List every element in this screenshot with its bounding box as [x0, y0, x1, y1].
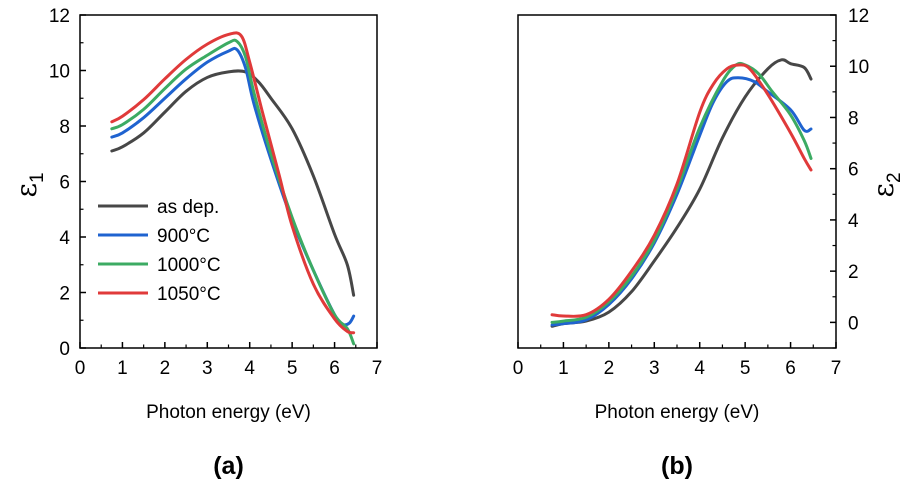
- y-tick-label: 8: [848, 108, 859, 129]
- panel-a-label: (a): [213, 452, 244, 480]
- legend-label: 900°C: [157, 226, 210, 247]
- panel-a-y-axis-subscript: 1: [27, 172, 48, 183]
- y-tick-label: 0: [59, 339, 70, 360]
- series-line-2: [550, 76, 813, 327]
- panel-b-y-axis-title: ε2: [867, 172, 905, 197]
- panel-b-label: (b): [661, 452, 693, 480]
- y-tick-label: 0: [848, 313, 859, 334]
- x-tick-label: 2: [604, 358, 615, 379]
- panel-b-y-axis-symbol: ε: [867, 183, 900, 198]
- legend-label: 1050°C: [157, 284, 221, 305]
- y-tick-label: 2: [59, 284, 70, 305]
- y-tick-label: 4: [59, 228, 70, 249]
- x-tick-label: 5: [740, 358, 751, 379]
- y-tick-label: 6: [848, 160, 859, 181]
- y-tick-label: 12: [848, 6, 869, 27]
- series-line-3: [110, 38, 356, 346]
- y-tick-label: 10: [848, 57, 869, 78]
- panel-a-y-axis-symbol: ε: [10, 183, 43, 198]
- x-tick-label: 4: [244, 358, 255, 379]
- x-tick-label: 3: [649, 358, 660, 379]
- series-line-4: [110, 31, 356, 335]
- panel-b-y-axis-subscript: 2: [884, 172, 905, 183]
- series-line-1: [550, 58, 813, 328]
- panel-a-x-axis-title: Photon energy (eV): [146, 402, 311, 423]
- x-tick-label: 7: [831, 358, 842, 379]
- series-line-4: [550, 63, 813, 318]
- y-tick-label: 8: [59, 117, 70, 138]
- x-tick-label: 2: [160, 358, 171, 379]
- x-tick-label: 1: [558, 358, 569, 379]
- series-line-3: [550, 61, 813, 324]
- x-tick-label: 6: [329, 358, 340, 379]
- x-tick-label: 5: [287, 358, 298, 379]
- panel-b-x-axis-title: Photon energy (eV): [595, 402, 760, 423]
- y-tick-label: 6: [59, 173, 70, 194]
- x-tick-label: 0: [513, 358, 524, 379]
- x-tick-label: 7: [372, 358, 383, 379]
- panel-b-data-lines: [550, 58, 813, 328]
- legend-label: 1000°C: [157, 255, 221, 276]
- y-tick-label: 10: [49, 62, 70, 83]
- x-tick-label: 0: [75, 358, 86, 379]
- y-tick-label: 12: [49, 6, 70, 27]
- legend-label: as dep.: [157, 197, 219, 218]
- x-tick-label: 6: [785, 358, 796, 379]
- x-tick-label: 3: [202, 358, 213, 379]
- x-tick-label: 4: [694, 358, 705, 379]
- x-tick-label: 1: [117, 358, 128, 379]
- panel-a-data-lines: [110, 31, 356, 346]
- panel-a-frame: [79, 14, 378, 349]
- panel-a-legend: as dep. 900°C 1000°C 1050°C: [98, 197, 221, 305]
- y-tick-label: 4: [848, 211, 859, 232]
- panel-a-y-axis-title: ε1: [10, 172, 48, 197]
- y-tick-label: 2: [848, 262, 859, 283]
